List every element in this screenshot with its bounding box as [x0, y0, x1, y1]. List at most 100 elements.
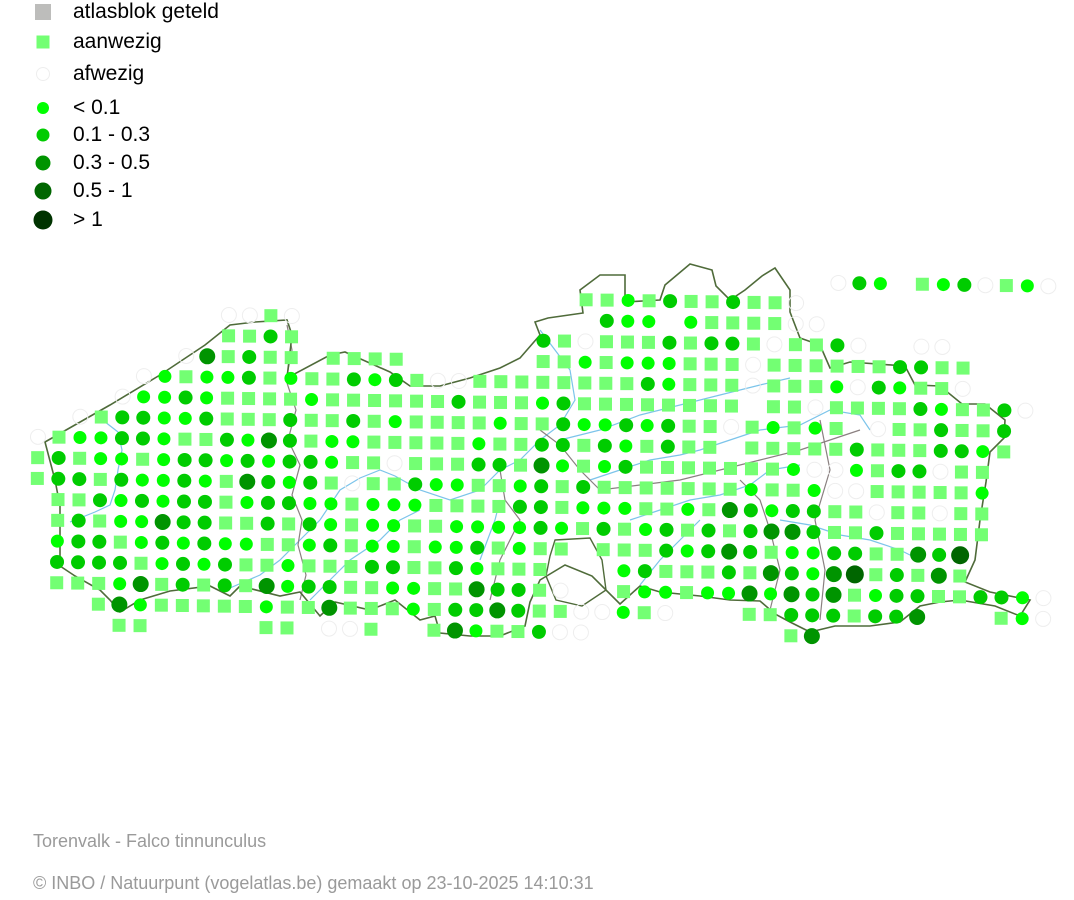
presence-square: [703, 420, 717, 434]
density-circle-0-1-0-3: [848, 546, 863, 561]
density-circle-lt-0-1: [407, 581, 421, 595]
absence-circle: [870, 421, 887, 438]
absence-circle: [577, 333, 594, 350]
density-circle-0-1-0-3: [197, 515, 212, 530]
circle-icon: [37, 102, 49, 114]
presence-square: [642, 294, 656, 308]
density-circle-lt-0-1: [598, 418, 612, 432]
presence-square: [387, 477, 401, 491]
absence-circle: [573, 603, 590, 620]
presence-square: [640, 460, 654, 474]
density-circle-lt-0-1: [135, 515, 149, 529]
density-circle-lt-0-1: [513, 479, 527, 493]
density-circle-0-1-0-3: [743, 503, 758, 518]
presence-square: [915, 277, 929, 291]
presence-square: [51, 493, 65, 507]
presence-square: [640, 398, 654, 412]
presence-square: [742, 607, 756, 621]
absence-circle: [849, 379, 866, 396]
density-circle-0-5-1: [951, 546, 970, 565]
density-circle-lt-0-1: [616, 605, 630, 619]
legend-item-lt-0-1: < 0.1: [0, 96, 300, 120]
absence-circle: [868, 504, 885, 521]
legend-label: atlasblok geteld: [73, 0, 219, 23]
presence-square: [367, 435, 381, 449]
presence-square: [872, 360, 886, 374]
presence-square: [451, 457, 465, 471]
presence-square: [240, 516, 254, 530]
density-circle-lt-0-1: [934, 402, 948, 416]
density-circle-lt-0-1: [621, 314, 635, 328]
absence-circle: [1035, 590, 1052, 607]
density-circle-0-1-0-3: [661, 418, 676, 433]
presence-square: [747, 316, 761, 330]
presence-square: [389, 394, 403, 408]
presence-square: [764, 545, 778, 559]
presence-square: [911, 568, 925, 582]
presence-square: [94, 410, 108, 424]
presence-square: [975, 465, 989, 479]
density-circle-lt-0-1: [449, 540, 463, 554]
density-circle-0-1-0-3: [260, 516, 275, 531]
density-circle-0-1-0-3: [997, 403, 1012, 418]
presence-square: [243, 329, 257, 343]
density-circle-lt-0-1: [641, 356, 655, 370]
density-circle-lt-0-1: [659, 585, 673, 599]
presence-square: [701, 565, 715, 579]
presence-square: [682, 461, 696, 475]
density-circle-lt-0-1: [450, 478, 464, 492]
presence-square: [304, 413, 318, 427]
presence-square: [532, 604, 546, 618]
presence-square: [767, 379, 781, 393]
density-circle-0-1-0-3: [71, 555, 86, 570]
presence-square: [284, 392, 298, 406]
density-circle-lt-0-1: [157, 411, 171, 425]
presence-square: [553, 604, 567, 618]
presence-square: [745, 441, 759, 455]
density-circle-0-1-0-3: [114, 472, 129, 487]
presence-square: [765, 483, 779, 497]
presence-square: [956, 361, 970, 375]
density-circle-0-1-0-3: [197, 494, 212, 509]
presence-square: [892, 402, 906, 416]
presence-square: [51, 513, 65, 527]
presence-square: [578, 397, 592, 411]
density-circle-lt-0-1: [281, 579, 295, 593]
presence-square: [260, 537, 274, 551]
density-circle-lt-0-1: [428, 540, 442, 554]
absence-circle: [827, 462, 844, 479]
density-circle-lt-0-1: [893, 381, 907, 395]
density-circle-0-1-0-3: [346, 413, 361, 428]
density-circle-lt-0-1: [555, 521, 569, 535]
density-circle-lt-0-1: [114, 514, 128, 528]
presence-square: [301, 600, 315, 614]
density-circle-0-3-0-5: [132, 576, 149, 593]
presence-square: [847, 609, 861, 623]
density-circle-lt-0-1: [135, 473, 149, 487]
presence-square: [869, 547, 883, 561]
presence-square: [492, 479, 506, 493]
density-circle-0-5-1: [845, 565, 864, 584]
presence-square: [263, 350, 277, 364]
presence-square: [788, 358, 802, 372]
absence-circle: [241, 307, 258, 324]
density-circle-0-1-0-3: [346, 372, 361, 387]
density-circle-0-1-0-3: [385, 560, 400, 575]
presence-square: [703, 399, 717, 413]
absence-circle: [827, 482, 844, 499]
density-circle-lt-0-1: [325, 455, 339, 469]
density-circle-0-3-0-5: [489, 602, 506, 619]
density-circle-0-1-0-3: [490, 582, 505, 597]
density-circle-0-1-0-3: [934, 423, 949, 438]
density-circle-0-1-0-3: [784, 566, 799, 581]
presence-square: [347, 393, 361, 407]
presence-square: [175, 599, 189, 613]
presence-square: [618, 522, 632, 536]
presence-square: [326, 351, 340, 365]
density-circle-0-1-0-3: [175, 577, 190, 592]
density-circle-0-1-0-3: [323, 538, 338, 553]
presence-square: [638, 543, 652, 557]
presence-square: [555, 480, 569, 494]
presence-square: [410, 394, 424, 408]
density-circle-0-1-0-3: [827, 546, 842, 561]
